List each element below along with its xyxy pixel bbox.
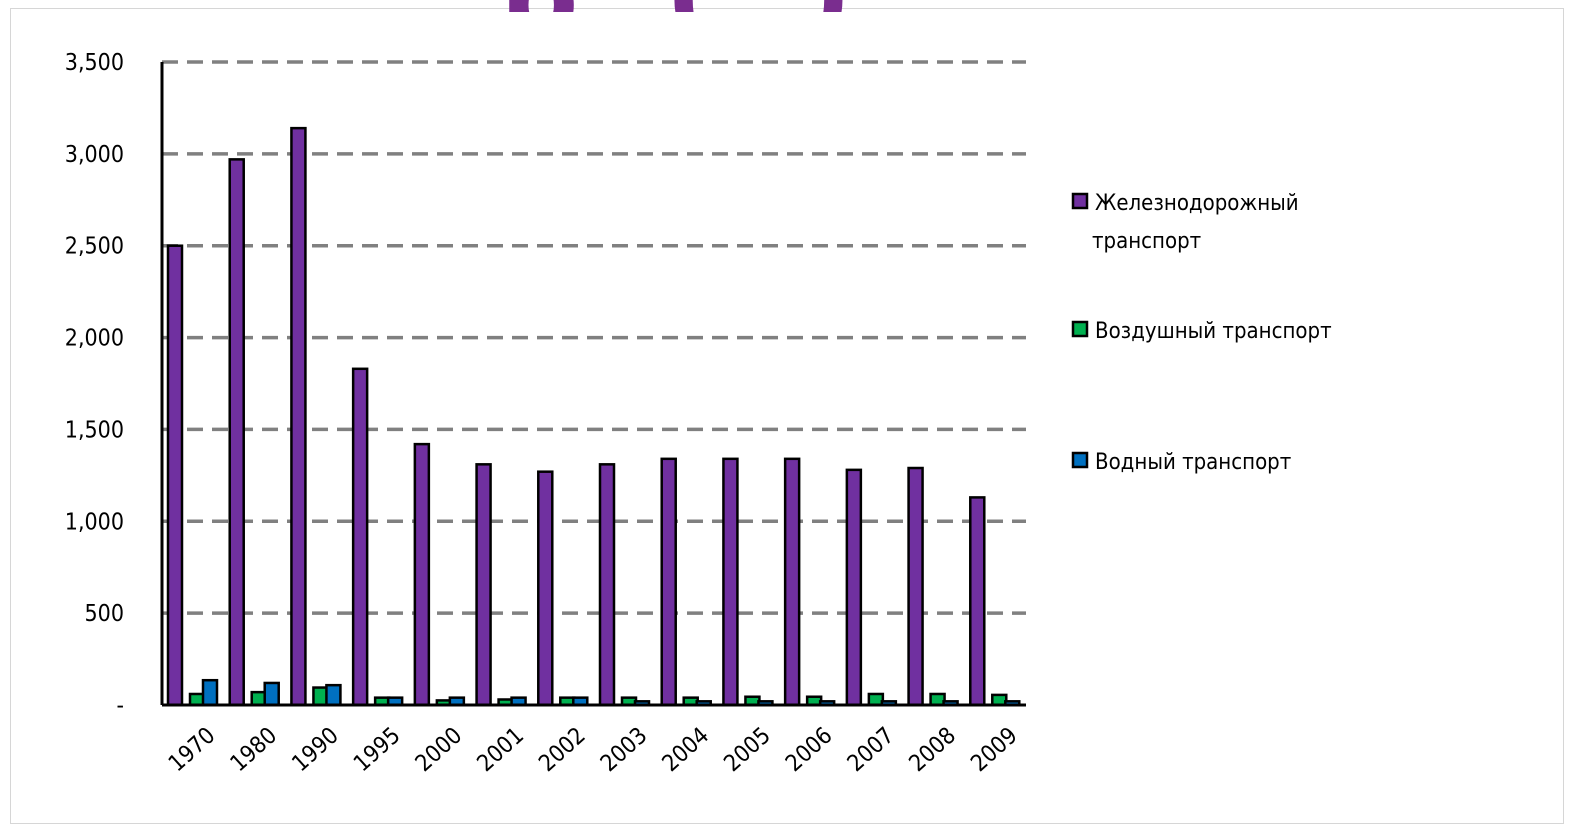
bar-rail-2009: [969, 496, 986, 707]
bar-water-1990: [325, 683, 342, 707]
x-tick-label: 1995: [349, 723, 406, 778]
x-tick-label: 2008: [904, 723, 961, 778]
x-tick-label: 1990: [287, 723, 344, 778]
y-tick-label: 500: [85, 601, 125, 627]
x-tick-label: 2003: [596, 723, 653, 778]
bar-rail-2006: [783, 457, 801, 707]
bar-rail-1970: [166, 244, 184, 707]
y-tick-label: 3,500: [65, 50, 124, 76]
x-tick-label: 2006: [781, 723, 838, 778]
y-tick-label: 3,000: [65, 142, 124, 168]
grid-lines: [162, 60, 1026, 615]
legend-label: транспорт: [1092, 229, 1201, 254]
x-tick-label: 2005: [719, 723, 776, 778]
bars: [166, 126, 1021, 707]
bar-rail-2007: [845, 468, 863, 707]
y-axis-tick-labels: - 500 1,000 1,500 2,000 2,500 3,000 3,500: [65, 50, 124, 719]
bar-rail-1990: [290, 126, 307, 707]
axes: [160, 62, 1026, 707]
bar-rail-2001: [475, 463, 492, 707]
bar-rail-1980: [228, 158, 245, 707]
legend-label: Железнодорожный: [1095, 191, 1299, 216]
legend-swatch-water: [1071, 451, 1089, 469]
bar-water-1970: [201, 678, 219, 707]
x-tick-label: 1980: [226, 723, 283, 778]
legend-label: Водный транспорт: [1095, 450, 1291, 475]
legend: Железнодорожный транспорт Воздушный трансп…: [1071, 191, 1332, 475]
legend-swatch-air: [1071, 320, 1089, 338]
bar-rail-2008: [907, 466, 924, 707]
bar-rail-1995: [351, 367, 369, 707]
x-tick-label: 2004: [658, 723, 715, 778]
x-tick-label: 2009: [966, 723, 1023, 778]
y-tick-label: -: [117, 693, 124, 719]
x-tick-label: 2002: [534, 723, 591, 778]
legend-swatch-rail: [1071, 192, 1089, 210]
y-tick-label: 1,000: [65, 509, 124, 535]
x-tick-label: 1970: [164, 723, 221, 778]
bar-rail-2003: [598, 463, 616, 707]
x-tick-label: 2001: [472, 723, 529, 778]
legend-label: Воздушный транспорт: [1095, 319, 1332, 344]
x-tick-label: 2000: [411, 723, 468, 778]
y-tick-label: 2,000: [65, 326, 124, 352]
slide-title-fragment: р ( ): [500, 0, 980, 12]
bar-rail-2005: [722, 457, 739, 707]
bar-rail-2004: [660, 457, 677, 707]
y-tick-label: 1,500: [65, 417, 124, 443]
x-tick-label: 2007: [843, 723, 900, 778]
y-tick-label: 2,500: [65, 234, 124, 260]
x-axis-tick-labels: 1970 1980 1990 1995 2000 2001 2002 2003 2004 2005…: [164, 723, 1023, 778]
bar-rail-2002: [537, 470, 554, 707]
bar-rail-2000: [413, 442, 431, 707]
bar-water-1980: [263, 681, 280, 707]
